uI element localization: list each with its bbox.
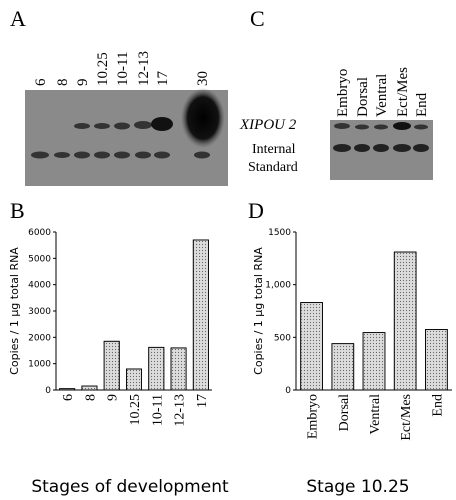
- y-tick-label: 5000: [28, 254, 51, 264]
- lane-label: 10-11: [115, 52, 131, 86]
- x-axis-title: Stage 10.25: [306, 477, 409, 497]
- bar-texture: [362, 332, 386, 391]
- band-label: Standard: [248, 160, 298, 175]
- panel-label: A: [10, 6, 26, 31]
- bar-texture: [126, 368, 142, 391]
- y-axis-title: Copies / 1 µg total RNA: [8, 247, 21, 375]
- x-tick-label: Ect/Mes: [399, 394, 414, 441]
- lane-label: End: [414, 92, 430, 117]
- gel-image: [25, 88, 228, 186]
- y-axis-title: Copies / 1 µg total RNA: [252, 247, 265, 375]
- x-tick-label: End: [430, 394, 445, 417]
- y-tick-label: 0: [285, 386, 291, 396]
- y-tick-label: 2000: [28, 333, 51, 343]
- bar-texture: [331, 343, 355, 391]
- lane-label: 9: [75, 79, 91, 87]
- panel-label: D: [248, 198, 264, 223]
- lane-label: Embryo: [335, 69, 351, 117]
- band-label: XIPOU 2: [239, 117, 297, 133]
- y-tick-label: 0: [45, 386, 51, 396]
- bar-texture: [170, 347, 187, 391]
- bar-texture: [425, 329, 448, 391]
- gel-image: [330, 120, 433, 180]
- lane-label: Ventral: [374, 74, 390, 117]
- panel-label: C: [250, 6, 265, 31]
- lane-label: Dorsal: [355, 77, 371, 117]
- lane-label: Ect/Mes: [395, 67, 411, 117]
- x-tick-label: Embryo: [306, 394, 321, 439]
- x-tick-label: 6: [61, 394, 76, 401]
- lane-label: 10.25: [95, 52, 111, 86]
- lane-label: 12-13: [136, 51, 152, 86]
- x-tick-label: 10-11: [150, 394, 165, 426]
- bar-texture: [81, 385, 98, 391]
- y-tick-label: 500: [274, 333, 291, 343]
- y-tick-label: 3000: [28, 307, 51, 317]
- x-tick-label: 12-13: [173, 394, 188, 427]
- band-label: Internal: [252, 142, 296, 157]
- lane-label: 30: [195, 71, 211, 86]
- bar-texture: [192, 239, 209, 391]
- lane-label: 8: [55, 79, 71, 87]
- y-tick-label: 4000: [28, 281, 51, 291]
- x-tick-label: 10.25: [128, 394, 143, 426]
- x-tick-label: 9: [106, 394, 121, 401]
- bar-texture: [148, 346, 165, 391]
- x-axis-title: Stages of development: [31, 477, 229, 497]
- x-tick-label: Dorsal: [337, 394, 352, 431]
- lane-label: 17: [155, 71, 171, 87]
- x-tick-label: 8: [83, 394, 98, 401]
- y-tick-label: 6000: [28, 228, 51, 238]
- bar-texture: [393, 251, 417, 391]
- bar-texture: [103, 340, 120, 391]
- bar-texture: [59, 388, 76, 391]
- x-tick-label: Ventral: [368, 394, 383, 435]
- lane-label: 6: [33, 78, 49, 86]
- y-tick-label: 1500: [268, 228, 291, 238]
- x-tick-label: 17: [195, 394, 210, 408]
- bar-texture: [300, 302, 323, 391]
- y-tick-label: 1000: [28, 360, 51, 370]
- y-tick-label: 1,000: [265, 281, 291, 291]
- panel-label: B: [10, 198, 25, 223]
